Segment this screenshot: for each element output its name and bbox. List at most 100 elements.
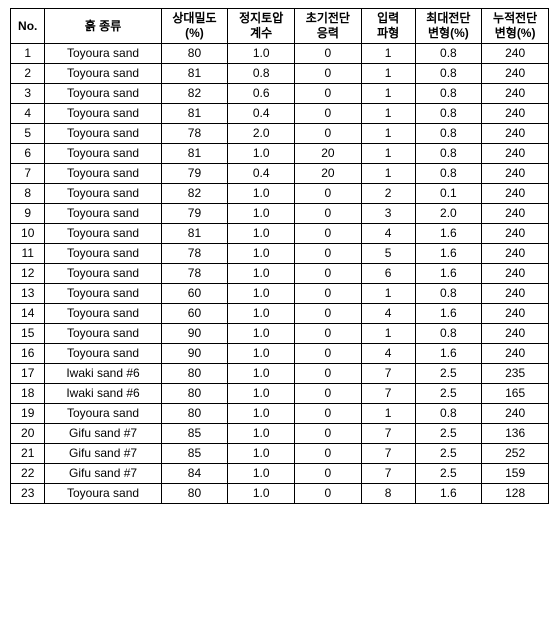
col-header-init-l1: 초기전단 [306,11,350,25]
cell-soil: Toyoura sand [45,184,161,204]
cell-max: 0.8 [415,104,482,124]
cell-no: 15 [11,324,45,344]
page: No. 흙 종류 상대밀도 (%) 정지토압 계수 초기전단 응력 [0,0,559,512]
cell-rd: 82 [161,184,228,204]
col-header-init: 초기전단 응력 [295,9,362,44]
cell-wave: 5 [361,244,415,264]
cell-rd: 80 [161,364,228,384]
table-row: 19Toyoura sand801.0010.8240 [11,404,549,424]
cell-max: 2.5 [415,364,482,384]
cell-no: 8 [11,184,45,204]
table-row: 22Gifu sand #7841.0072.5159 [11,464,549,484]
cell-init: 20 [295,144,362,164]
cell-max: 0.8 [415,164,482,184]
cell-wave: 7 [361,464,415,484]
cell-wave: 7 [361,424,415,444]
cell-k0: 1.0 [228,204,295,224]
cell-max: 1.6 [415,244,482,264]
cell-cum: 240 [482,104,549,124]
cell-cum: 240 [482,124,549,144]
cell-max: 1.6 [415,264,482,284]
col-header-k0-l2: 계수 [250,26,272,40]
cell-k0: 1.0 [228,224,295,244]
cell-rd: 80 [161,484,228,504]
table-row: 2Toyoura sand810.8010.8240 [11,64,549,84]
cell-init: 0 [295,444,362,464]
cell-k0: 0.6 [228,84,295,104]
cell-no: 23 [11,484,45,504]
cell-k0: 1.0 [228,324,295,344]
cell-rd: 90 [161,344,228,364]
table-row: 23Toyoura sand801.0081.6128 [11,484,549,504]
table-row: 18Iwaki sand #6801.0072.5165 [11,384,549,404]
cell-soil: Toyoura sand [45,324,161,344]
cell-soil: Gifu sand #7 [45,424,161,444]
cell-max: 2.5 [415,384,482,404]
cell-wave: 7 [361,384,415,404]
cell-soil: Toyoura sand [45,124,161,144]
cell-init: 20 [295,164,362,184]
cell-rd: 80 [161,384,228,404]
table-header-row: No. 흙 종류 상대밀도 (%) 정지토압 계수 초기전단 응력 [11,9,549,44]
cell-k0: 1.0 [228,184,295,204]
cell-cum: 240 [482,404,549,424]
cell-no: 16 [11,344,45,364]
cell-wave: 4 [361,224,415,244]
cell-k0: 0.4 [228,164,295,184]
cell-soil: Toyoura sand [45,244,161,264]
cell-init: 0 [295,124,362,144]
col-header-no: No. [11,9,45,44]
col-header-rd-l2: (%) [185,26,204,40]
table-head: No. 흙 종류 상대밀도 (%) 정지토압 계수 초기전단 응력 [11,9,549,44]
cell-cum: 240 [482,324,549,344]
cell-k0: 1.0 [228,304,295,324]
cell-k0: 1.0 [228,444,295,464]
cell-max: 0.8 [415,324,482,344]
cell-max: 1.6 [415,484,482,504]
cell-rd: 81 [161,64,228,84]
cell-cum: 240 [482,64,549,84]
cell-wave: 8 [361,484,415,504]
cell-rd: 90 [161,324,228,344]
cell-soil: Toyoura sand [45,44,161,64]
cell-wave: 7 [361,444,415,464]
table-body: 1Toyoura sand801.0010.82402Toyoura sand8… [11,44,549,504]
cell-no: 14 [11,304,45,324]
cell-cum: 240 [482,44,549,64]
cell-no: 21 [11,444,45,464]
col-header-max: 최대전단 변형(%) [415,9,482,44]
cell-cum: 240 [482,304,549,324]
table-row: 12Toyoura sand781.0061.6240 [11,264,549,284]
cell-no: 20 [11,424,45,444]
table-row: 11Toyoura sand781.0051.6240 [11,244,549,264]
cell-rd: 84 [161,464,228,484]
cell-wave: 1 [361,84,415,104]
cell-max: 0.8 [415,284,482,304]
cell-soil: Toyoura sand [45,164,161,184]
cell-init: 0 [295,284,362,304]
cell-rd: 85 [161,424,228,444]
col-header-k0-l1: 정지토압 [239,11,283,25]
cell-soil: Toyoura sand [45,224,161,244]
cell-no: 2 [11,64,45,84]
cell-soil: Toyoura sand [45,404,161,424]
cell-rd: 81 [161,144,228,164]
cell-cum: 128 [482,484,549,504]
cell-no: 18 [11,384,45,404]
table-row: 4Toyoura sand810.4010.8240 [11,104,549,124]
cell-soil: Gifu sand #7 [45,444,161,464]
cell-no: 17 [11,364,45,384]
cell-soil: Toyoura sand [45,84,161,104]
cell-init: 0 [295,304,362,324]
cell-max: 0.1 [415,184,482,204]
cell-wave: 1 [361,104,415,124]
cell-rd: 81 [161,104,228,124]
cell-wave: 7 [361,364,415,384]
cell-wave: 1 [361,324,415,344]
cell-max: 2.5 [415,424,482,444]
cell-max: 0.8 [415,84,482,104]
cell-max: 0.8 [415,124,482,144]
cell-wave: 2 [361,184,415,204]
cell-soil: Toyoura sand [45,144,161,164]
cell-no: 22 [11,464,45,484]
